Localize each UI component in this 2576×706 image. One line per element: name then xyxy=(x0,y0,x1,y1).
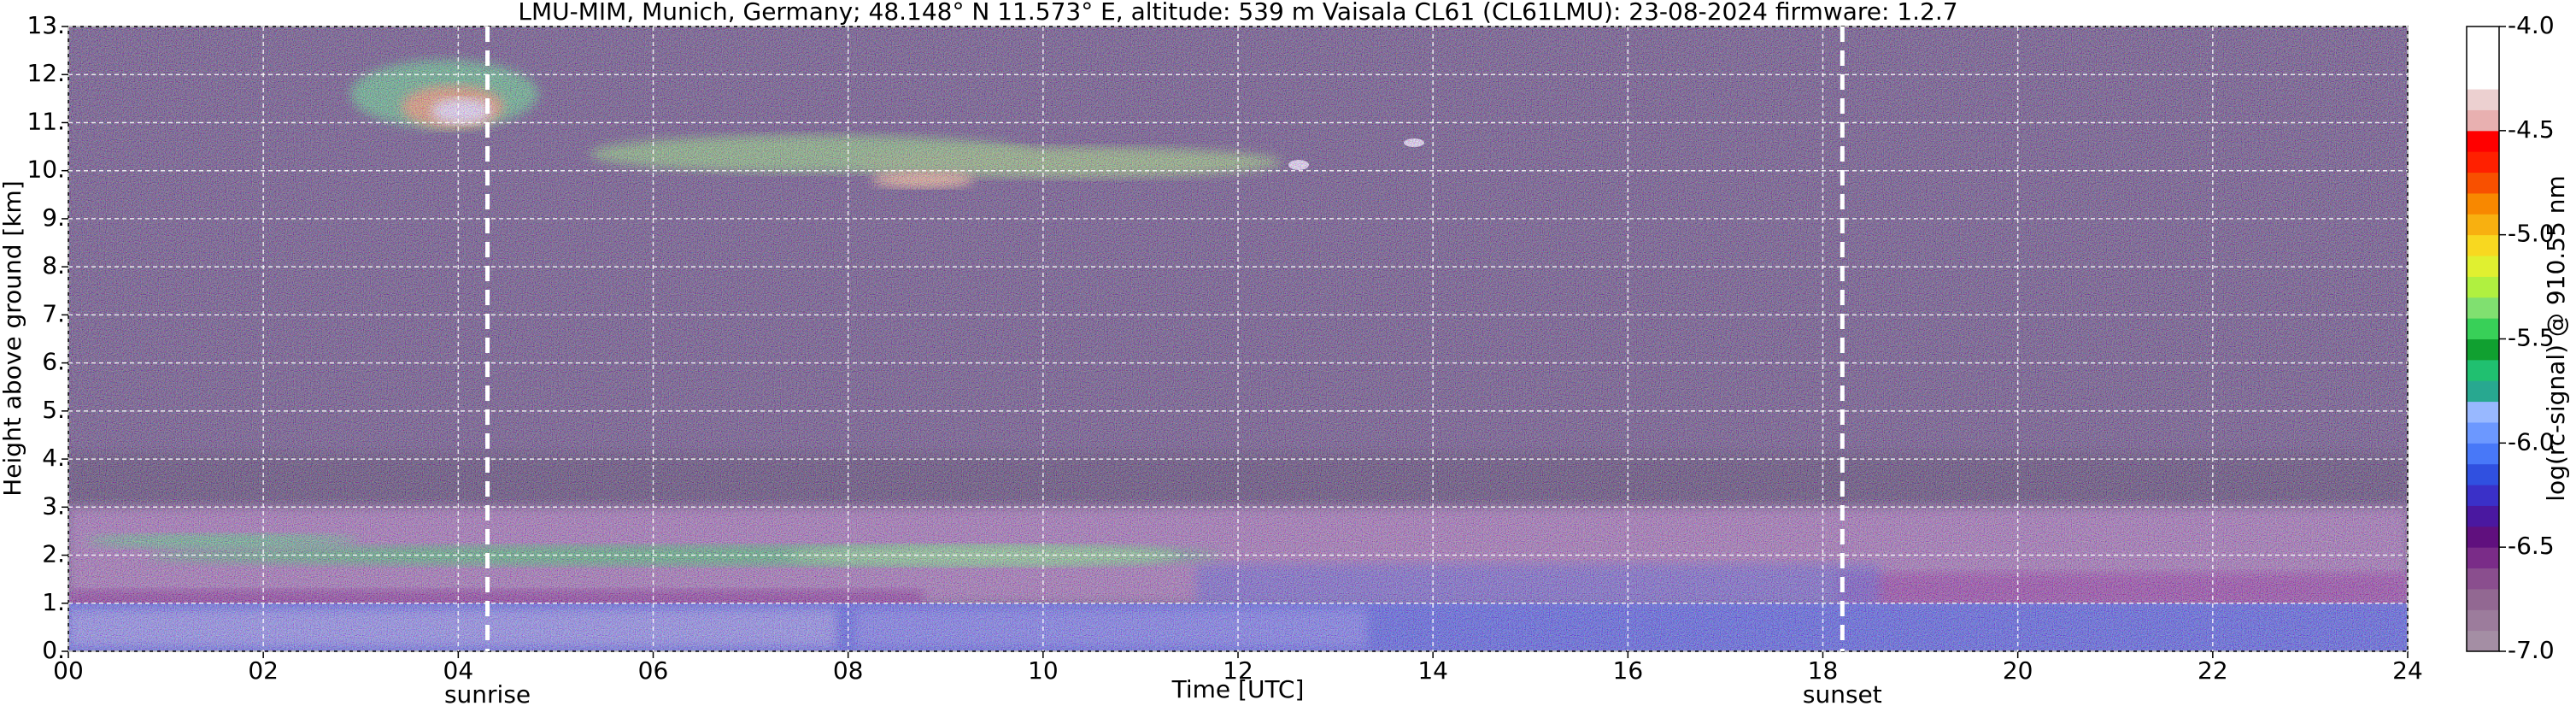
y-tick-label: 7. xyxy=(42,299,65,327)
colorbar-band xyxy=(2467,630,2499,652)
colorbar-tick-label: -5.0 xyxy=(2508,220,2555,248)
y-tick-label: 5. xyxy=(42,396,65,424)
colorbar-band xyxy=(2467,89,2499,110)
colorbar-band xyxy=(2467,151,2499,174)
x-tick-label: 20 xyxy=(2003,656,2033,685)
x-tick-label: 04 xyxy=(443,656,474,685)
x-tick-label: 14 xyxy=(1417,656,1448,685)
y-tick-label: 4. xyxy=(42,444,65,472)
x-tick-label: 00 xyxy=(53,656,84,685)
y-tick-label: 3. xyxy=(42,491,65,520)
x-tick-label: 22 xyxy=(2198,656,2228,685)
x-tick-label: 02 xyxy=(248,656,279,685)
colorbar-band xyxy=(2467,47,2499,69)
colorbar-tick-label: -7.0 xyxy=(2508,636,2555,664)
colorbar-band xyxy=(2467,318,2499,339)
x-tick-label: 18 xyxy=(1808,656,1839,685)
annotation-label: sunrise xyxy=(444,680,531,706)
colorbar-band xyxy=(2467,338,2499,361)
x-tick-label: 10 xyxy=(1028,656,1059,685)
colorbar-band xyxy=(2467,130,2499,152)
x-tick-label: 24 xyxy=(2392,656,2423,685)
colorbar-band xyxy=(2467,401,2499,423)
colorbar-band xyxy=(2467,505,2499,527)
x-axis-label: Time [UTC] xyxy=(1171,675,1305,703)
colorbar-band xyxy=(2467,256,2499,277)
y-tick-label: 10. xyxy=(26,156,65,184)
y-axis-label: Height above ground [km] xyxy=(0,180,26,497)
colorbar-band xyxy=(2467,359,2499,381)
annotation-label: sunset xyxy=(1803,680,1882,706)
y-tick-label: 2. xyxy=(42,540,65,568)
y-tick-label: 8. xyxy=(42,251,65,279)
colorbar-band xyxy=(2467,214,2499,236)
y-tick-label: 1. xyxy=(42,588,65,616)
colorbar-tick-label: -5.5 xyxy=(2508,324,2555,352)
colorbar-band xyxy=(2467,588,2499,610)
x-tick-label: 12 xyxy=(1223,656,1253,685)
colorbar-tick-label: -4.0 xyxy=(2508,11,2555,39)
colorbar-band xyxy=(2467,443,2499,465)
y-tick-label: 12. xyxy=(26,59,65,87)
colorbar-tick-label: -6.5 xyxy=(2508,532,2555,560)
colorbar-band xyxy=(2467,568,2499,590)
y-tick-label: 6. xyxy=(42,348,65,376)
colorbar-band xyxy=(2467,380,2499,403)
y-tick-label: 0. xyxy=(42,636,65,664)
colorbar-band xyxy=(2467,234,2499,256)
y-tick-label: 13. xyxy=(26,11,65,39)
colorbar-band xyxy=(2467,172,2499,194)
y-tick-label: 11. xyxy=(26,107,65,135)
colorbar-band xyxy=(2467,609,2499,632)
colorbar-label: log(rc-signal) @ 910.55 nm xyxy=(2542,175,2570,501)
colorbar-band xyxy=(2467,547,2499,569)
colorbar-band xyxy=(2467,192,2499,215)
colorbar-tick-label: -4.5 xyxy=(2508,115,2555,144)
colorbar-band xyxy=(2467,463,2499,485)
x-tick-label: 08 xyxy=(833,656,864,685)
colorbar-band xyxy=(2467,276,2499,298)
colorbar-band xyxy=(2467,297,2499,319)
y-tick-label: 9. xyxy=(42,203,65,232)
colorbar-band xyxy=(2467,526,2499,548)
x-tick-label: 06 xyxy=(638,656,669,685)
colorbar-band xyxy=(2467,421,2499,444)
colorbar-band xyxy=(2467,68,2499,90)
colorbar-band xyxy=(2467,26,2499,48)
colorbar-tick-label: -6.0 xyxy=(2508,427,2555,456)
chart-title: LMU-MIM, Munich, Germany; 48.148° N 11.5… xyxy=(518,0,1957,26)
colorbar-band xyxy=(2467,485,2499,506)
colorbar-band xyxy=(2467,109,2499,132)
x-tick-label: 16 xyxy=(1613,656,1644,685)
